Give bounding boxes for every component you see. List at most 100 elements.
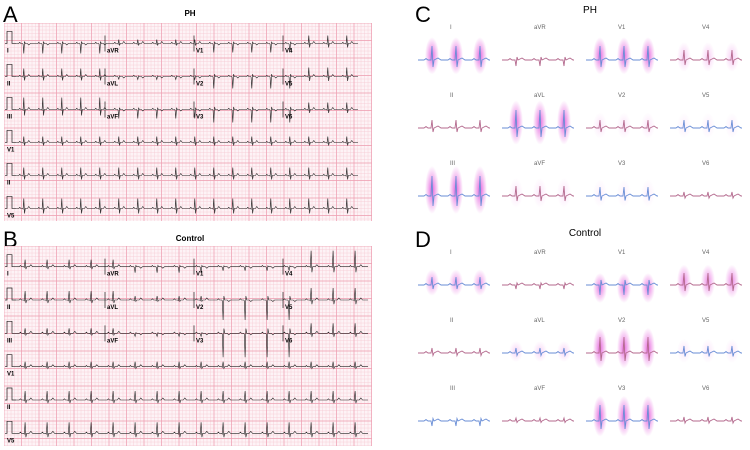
ecg-trace <box>16 35 358 54</box>
activation-glow <box>725 112 739 139</box>
calibration-pulse <box>5 196 16 209</box>
activation-glow <box>701 42 715 72</box>
activation-glow <box>701 338 715 364</box>
lead-label: V5 <box>7 213 15 219</box>
activation-glow <box>617 273 631 303</box>
calibration-pulse <box>5 420 16 434</box>
ecg-trace <box>670 416 742 425</box>
lead-label: aVR <box>534 250 546 256</box>
ecg-major-gridlines <box>4 23 372 221</box>
panel-letter-b: B <box>3 227 18 252</box>
panel-letter-a: A <box>3 2 18 27</box>
lead-label: V6 <box>285 114 293 120</box>
ecg-trace <box>586 404 658 430</box>
activation-glow <box>509 100 523 145</box>
activation-glow <box>425 166 439 214</box>
lead-label: III <box>7 338 12 344</box>
activation-glow <box>473 37 487 75</box>
ecg-trace <box>16 136 358 146</box>
lead-label: I <box>7 272 9 278</box>
calibration-pulse <box>5 163 16 176</box>
calibration-pulse <box>5 320 16 334</box>
lead-label: V4 <box>702 25 710 31</box>
lead-label: V5 <box>285 305 293 311</box>
lead-label: I <box>450 250 452 256</box>
lead-label: V3 <box>196 114 204 120</box>
activation-glow <box>533 178 547 208</box>
activation-glow <box>473 269 487 296</box>
ecg-trace <box>16 97 358 123</box>
panel-title-b: Control <box>175 234 205 243</box>
lead-label: III <box>450 161 455 167</box>
activation-glow <box>449 269 463 296</box>
ecg-trace <box>418 119 490 133</box>
activation-glow <box>677 338 691 364</box>
ecg-trace <box>670 191 742 200</box>
activation-glow <box>593 179 607 208</box>
activation-glow <box>677 112 691 139</box>
activation-glow <box>425 269 439 296</box>
ecg-trace <box>502 56 574 67</box>
lead-label: aVL <box>534 318 545 324</box>
calibration-pulse <box>5 254 16 268</box>
panel-letter-c: C <box>415 2 431 27</box>
lead-label: V3 <box>618 161 626 167</box>
ecg-trace <box>586 336 658 362</box>
activation-glow <box>641 179 655 208</box>
ecg-trace <box>670 119 742 133</box>
lead-label: V5 <box>702 93 710 99</box>
activation-glow <box>641 37 655 75</box>
activation-glow <box>593 327 607 369</box>
activation-glow <box>593 37 607 75</box>
lead-label: aVF <box>107 114 118 120</box>
activation-glow <box>617 395 631 437</box>
activation-glow <box>725 264 739 299</box>
activation-glow <box>617 112 631 139</box>
activation-glow <box>449 37 463 75</box>
lead-label: III <box>450 386 455 392</box>
lead-label: V3 <box>618 386 626 392</box>
lead-label: V2 <box>196 305 204 311</box>
activation-glow <box>425 37 439 75</box>
ecg-trace <box>418 276 490 290</box>
panel-letter-d: D <box>415 227 431 252</box>
calibration-pulse <box>5 97 16 110</box>
ecg-trace <box>502 109 574 138</box>
activation-glow <box>509 341 523 362</box>
activation-glow <box>557 178 571 208</box>
ecg-trace <box>502 416 574 424</box>
activation-glow <box>617 37 631 75</box>
ecg-trace <box>502 347 574 358</box>
lead-label: V1 <box>196 272 204 278</box>
lead-label: aVL <box>107 81 118 87</box>
ecg-trace <box>418 45 490 68</box>
ecg-trace <box>16 287 368 321</box>
activation-glow <box>641 395 655 437</box>
lead-label: V3 <box>196 338 204 344</box>
activation-glow <box>641 112 655 139</box>
ecg-trace <box>418 416 490 427</box>
ecg-trace <box>418 175 490 207</box>
activation-glow <box>533 341 547 362</box>
activation-glow <box>449 166 463 214</box>
ecg-trace <box>670 272 742 292</box>
ecg-trace <box>16 361 368 370</box>
lead-label: V1 <box>196 48 204 54</box>
lead-label: aVF <box>107 338 118 344</box>
panel-title-c: PH <box>583 5 597 16</box>
calibration-pulse <box>5 64 16 77</box>
activation-glow <box>473 166 487 214</box>
ecg-trace <box>16 250 368 273</box>
activation-glow <box>557 100 571 145</box>
lead-label: aVF <box>534 161 545 167</box>
lead-label: V4 <box>702 250 710 256</box>
lead-label: II <box>450 93 454 99</box>
ecg-trace <box>16 167 358 180</box>
activation-glow <box>677 264 691 299</box>
lead-label: aVF <box>534 386 545 392</box>
